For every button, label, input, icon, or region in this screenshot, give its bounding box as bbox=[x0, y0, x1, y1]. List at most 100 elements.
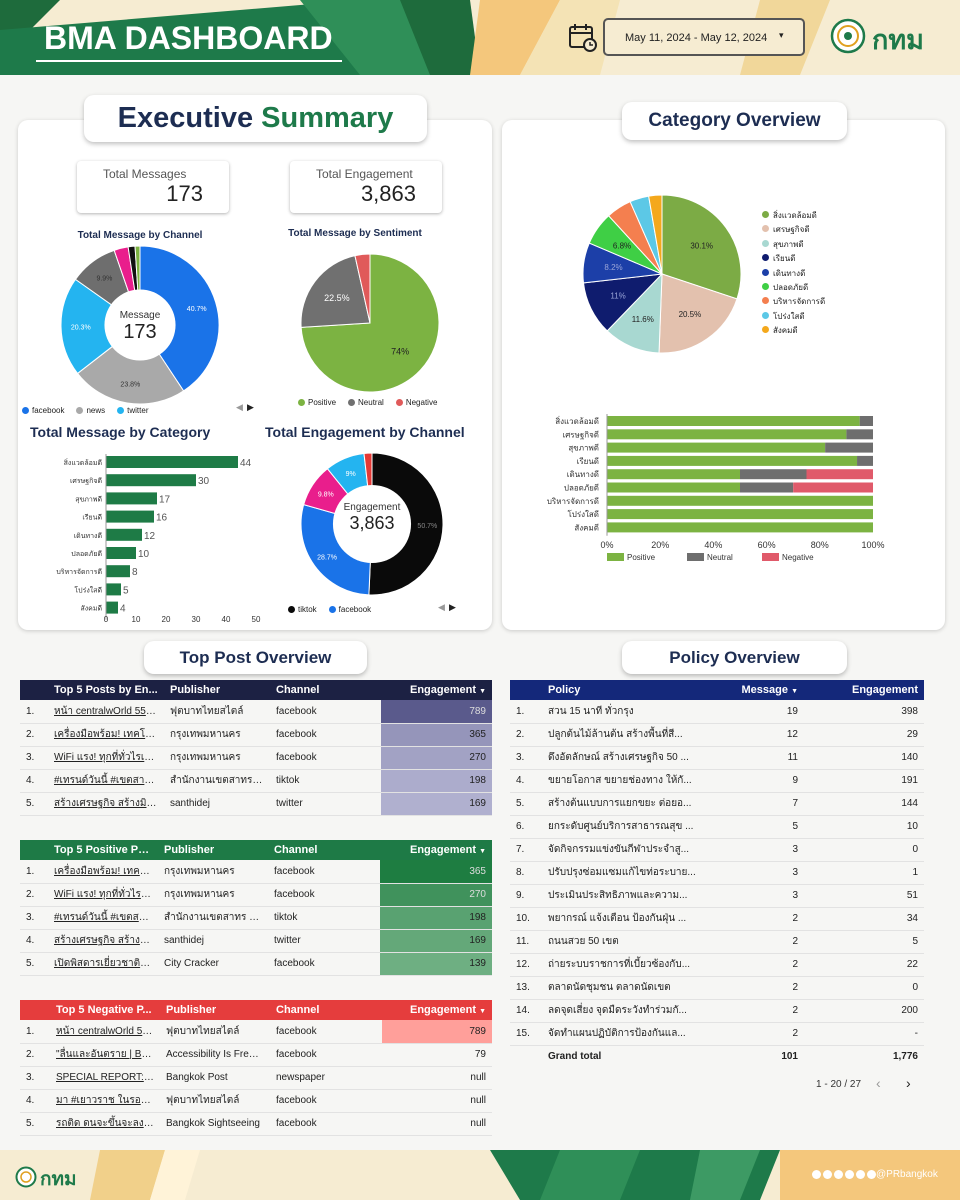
legend-item[interactable]: facebook bbox=[328, 603, 371, 615]
post-link[interactable]: "ลื่นและอันตราย | BTS ท... bbox=[50, 1043, 160, 1067]
category-slice-สังคมดี[interactable] bbox=[648, 194, 663, 275]
legend-item[interactable]: บริหารจัดการดี bbox=[762, 295, 825, 309]
header-channel[interactable]: Channel bbox=[276, 1004, 320, 1016]
line-icon[interactable] bbox=[856, 1170, 865, 1179]
stacked-bar-positive[interactable] bbox=[607, 509, 873, 520]
table-row[interactable]: 2."ลื่นและอันตราย | BTS ท...Accessibilit… bbox=[20, 1043, 492, 1067]
legend-item[interactable]: เรียนดี bbox=[762, 252, 825, 266]
stacked-bar-positive[interactable] bbox=[607, 469, 740, 480]
table-row[interactable]: 5. เปิดพิสดารเยี่ยวชาติ H... City Cracker f… bbox=[20, 952, 492, 976]
header-post[interactable]: Top 5 Positive Po... bbox=[54, 844, 155, 856]
post-link[interactable]: WiFi แรง! ทุกที่ทั่วไรเรียน... bbox=[48, 746, 164, 770]
post-link[interactable]: SPECIAL REPORT: A... bbox=[50, 1066, 160, 1090]
table-row[interactable]: 2. ปลูกต้นไม้ล้านต้น สร้างพื้นที่สี... 12 2… bbox=[510, 723, 924, 747]
legend-prev-icon[interactable]: ◀ bbox=[438, 602, 445, 612]
legend-item[interactable]: tiktok bbox=[288, 603, 317, 615]
bar-3[interactable] bbox=[106, 510, 154, 523]
legend-item[interactable]: สุขภาพดี bbox=[762, 238, 825, 252]
facebook-icon[interactable] bbox=[823, 1170, 832, 1179]
category-slice-สิ่งแวดล้อมดี[interactable] bbox=[661, 194, 742, 300]
legend-item[interactable]: facebook bbox=[22, 404, 64, 416]
legend-item[interactable]: twitter bbox=[117, 404, 149, 416]
header-post[interactable]: Top 5 Negative P... bbox=[56, 1004, 152, 1016]
stacked-bar-neutral[interactable] bbox=[846, 429, 873, 440]
post-link[interactable]: เครื่องมือพร้อม! เทคโนโลยี... bbox=[48, 723, 164, 747]
date-range-picker[interactable]: May 11, 2024 - May 12, 2024 ▾ bbox=[603, 18, 805, 56]
legend-item[interactable]: เศรษฐกิจดี bbox=[762, 223, 825, 237]
legend-item[interactable]: Positive bbox=[298, 396, 336, 408]
table-row[interactable]: 4.สร้างเศรษฐกิจ สร้างมิตร ไ...santhidejt… bbox=[20, 929, 492, 953]
header-post[interactable]: Top 5 Posts by En... bbox=[54, 684, 158, 696]
table-row[interactable]: 12. ถ่ายระบบราชการที่เบี้ยวซ้องกับ... 2 22 bbox=[510, 953, 924, 977]
post-link[interactable]: #เทรนด์วันนี้ #เขตสาทร #... bbox=[48, 906, 158, 930]
table-row[interactable]: 2.เครื่องมือพร้อม! เทคโนโลยี...กรุงเทพมห… bbox=[20, 723, 492, 747]
legend-next-icon[interactable]: ▶ bbox=[449, 602, 456, 612]
stacked-bar-positive[interactable] bbox=[607, 482, 740, 493]
header-policy[interactable]: Policy bbox=[548, 684, 581, 696]
channel-slice-news[interactable] bbox=[76, 324, 185, 405]
header-engagement[interactable]: Engagement ▼ bbox=[382, 1000, 492, 1020]
table-row[interactable]: 3.#เทรนด์วันนี้ #เขตสาทร #...สำนักงานเขต… bbox=[20, 906, 492, 930]
legend-item[interactable]: สังคมดี bbox=[762, 324, 825, 338]
calendar-icon[interactable] bbox=[568, 23, 598, 53]
table-row[interactable]: 3. SPECIAL REPORT: A... Bangkok Post newspa… bbox=[20, 1066, 492, 1090]
stacked-bar-positive[interactable] bbox=[607, 455, 858, 466]
stacked-bar-positive[interactable] bbox=[607, 495, 873, 506]
table-row[interactable]: 11. ถนนสวย 50 เขต 2 5 bbox=[510, 930, 924, 954]
table-row[interactable]: 3. WiFi แรง! ทุกที่ทั่วไรเรียน... กรุงเทพม… bbox=[20, 746, 492, 770]
legend-next-icon[interactable]: ▶ bbox=[247, 402, 254, 412]
bar-8[interactable] bbox=[106, 601, 118, 614]
table-row[interactable]: 4. ขยายโอกาส ขยายช่องทาง ให้กั... 9 191 bbox=[510, 769, 924, 793]
stacked-bar-negative[interactable] bbox=[806, 469, 874, 480]
legend-prev-icon[interactable]: ◀ bbox=[236, 402, 243, 412]
stacked-bar-neutral[interactable] bbox=[859, 416, 873, 426]
post-link[interactable]: สร้างเศรษฐกิจ สร้างมิตร ไ... bbox=[48, 929, 158, 953]
legend-item[interactable]: news bbox=[76, 404, 105, 416]
post-link[interactable]: เปิดพิสดารเยี่ยวชาติ H... bbox=[48, 952, 158, 976]
table-row[interactable]: 1.เครื่องมือพร้อม! เทคโนโลยี...กรุงเทพมห… bbox=[20, 860, 492, 884]
table-row[interactable]: 6. ยกระดับศูนย์บริการสาธารณสุข ... 5 10 bbox=[510, 815, 924, 839]
table-row[interactable]: 1. สวน 15 นาที ทั่วกรุง 19 398 bbox=[510, 700, 924, 724]
header-engagement[interactable]: Engagement ▼ bbox=[380, 840, 492, 860]
channel-slice-twitter[interactable] bbox=[60, 278, 141, 375]
stacked-bar-negative[interactable] bbox=[793, 482, 873, 493]
stacked-bar-neutral[interactable] bbox=[857, 455, 873, 466]
table-row[interactable]: 14. ลดจุดเสี่ยง จุดมืดระวังทำร่วมกั... 2 20… bbox=[510, 999, 924, 1023]
post-link[interactable]: รถติด ดนจะขึ้นจะลงตรงไ... bbox=[50, 1112, 160, 1136]
header-channel[interactable]: Channel bbox=[274, 844, 318, 856]
table-row[interactable]: 13. ตลาดนัดชุมชน ตลาดนัดเขต 2 0 bbox=[510, 976, 924, 1000]
legend-label[interactable]: Negative bbox=[782, 553, 814, 562]
stacked-bar-positive[interactable] bbox=[607, 522, 873, 533]
header-publisher[interactable]: Publisher bbox=[170, 684, 221, 696]
post-link[interactable]: เครื่องมือพร้อม! เทคโนโลยี... bbox=[48, 860, 158, 884]
page-next-icon[interactable]: › bbox=[906, 1075, 911, 1091]
table-row[interactable]: 10. พยากรณ์ แจ้งเตือน ป้องกันฝุ่น ... 2 34 bbox=[510, 907, 924, 931]
instagram-icon[interactable] bbox=[834, 1170, 843, 1179]
legend-item[interactable]: โปร่งใสดี bbox=[762, 310, 825, 324]
bar-7[interactable] bbox=[106, 583, 121, 596]
table-row[interactable]: 2.WiFi แรง! ทุกที่ทั่วไรเรียน...กรุงเทพม… bbox=[20, 883, 492, 907]
header-channel[interactable]: Channel bbox=[276, 684, 320, 696]
bar-4[interactable] bbox=[106, 528, 142, 541]
table-row[interactable]: 5.สร้างเศรษฐกิจ สร้างมิตร ไม่...santhide… bbox=[20, 792, 492, 816]
sentiment-slice-Neutral[interactable] bbox=[300, 255, 371, 328]
youtube-icon[interactable] bbox=[845, 1170, 854, 1179]
table-row[interactable]: 1. หน้า centralwOrld 555... ฟุตบาทไทยสไตล์… bbox=[20, 700, 492, 724]
table-row[interactable]: 15. จัดทำแผนปฏิบัติการป้องกันแล... 2- bbox=[510, 1022, 924, 1046]
stacked-bar-positive[interactable] bbox=[607, 442, 826, 453]
page-prev-icon[interactable]: ‹ bbox=[876, 1075, 881, 1091]
post-link[interactable]: มา #เยาวราช ในรอบใหม่... bbox=[50, 1089, 160, 1113]
bar-0[interactable] bbox=[106, 456, 238, 468]
table-row[interactable]: 7. จัดกิจกรรมแข่งขันกีฬาประจำสู... 3 0 bbox=[510, 838, 924, 862]
legend-item[interactable]: ปลอดภัยดี bbox=[762, 281, 825, 295]
table-row[interactable]: 9. ประเมินประสิทธิภาพและความ... 3 51 bbox=[510, 884, 924, 908]
header-publisher[interactable]: Publisher bbox=[164, 844, 215, 856]
header-message[interactable]: Message ▼ bbox=[702, 680, 804, 700]
bar-1[interactable] bbox=[106, 474, 196, 487]
table-row[interactable]: 4.#เทรนด์วันนี้ #เขตสาทร #ส...สำนักงานเข… bbox=[20, 769, 492, 793]
stacked-bar-positive[interactable] bbox=[607, 429, 847, 440]
header-engagement[interactable]: Engagement ▼ bbox=[381, 680, 492, 700]
post-link[interactable]: #เทรนด์วันนี้ #เขตสาทร #ส... bbox=[48, 769, 164, 793]
header-publisher[interactable]: Publisher bbox=[166, 1004, 217, 1016]
legend-item[interactable]: เดินทางดี bbox=[762, 267, 825, 281]
